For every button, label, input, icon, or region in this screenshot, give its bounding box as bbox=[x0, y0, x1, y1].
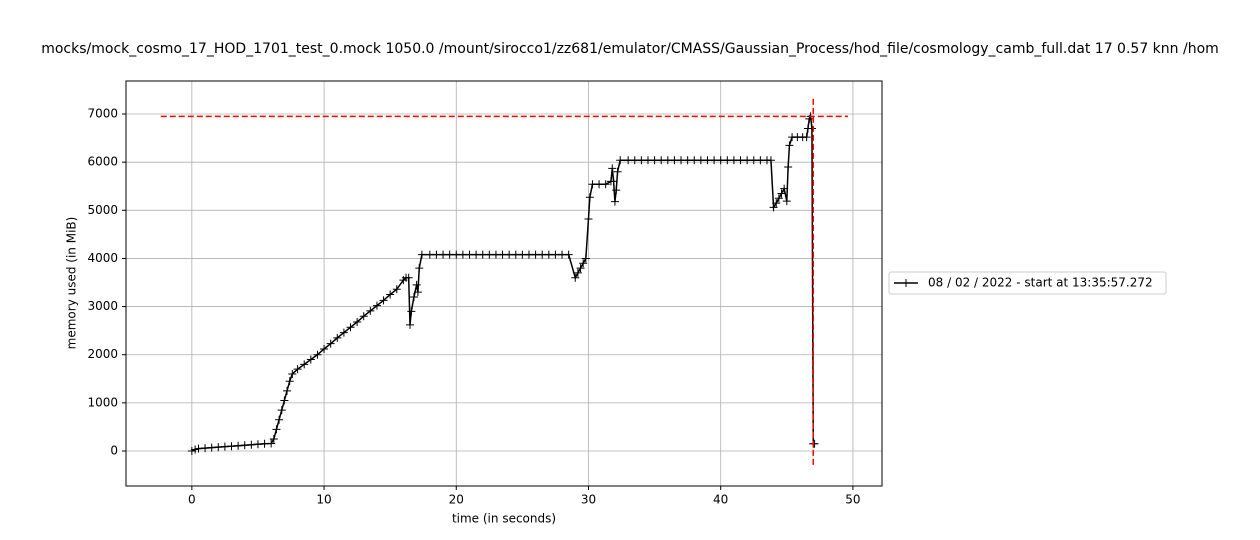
x-tick-label: 0 bbox=[188, 493, 196, 507]
point-marker bbox=[372, 301, 381, 310]
point-marker bbox=[191, 445, 200, 454]
point-marker bbox=[616, 156, 625, 165]
point-marker bbox=[585, 193, 594, 202]
point-marker bbox=[326, 339, 335, 348]
point-marker bbox=[283, 386, 292, 395]
chart-title: mocks/mock_cosmo_17_HOD_1701_test_0.mock… bbox=[41, 41, 1219, 57]
point-marker bbox=[774, 194, 783, 203]
plot-frame bbox=[125, 80, 883, 487]
y-tick-label: 5000 bbox=[87, 203, 118, 217]
legend-box bbox=[888, 271, 1167, 295]
point-marker bbox=[320, 344, 329, 353]
point-marker bbox=[339, 328, 348, 337]
point-marker bbox=[333, 333, 342, 342]
point-marker bbox=[571, 273, 580, 282]
point-marker bbox=[306, 355, 315, 364]
point-marker bbox=[366, 306, 375, 315]
point-marker bbox=[379, 296, 388, 305]
x-axis-label: time (in seconds) bbox=[452, 512, 556, 526]
point-marker bbox=[353, 317, 362, 326]
y-axis-label: memory used (in MiB) bbox=[65, 217, 79, 350]
point-marker bbox=[610, 197, 619, 206]
point-marker bbox=[285, 377, 294, 386]
point-marker bbox=[782, 197, 791, 206]
point-marker bbox=[608, 164, 617, 173]
point-marker bbox=[769, 203, 778, 212]
point-marker bbox=[613, 167, 622, 176]
point-marker bbox=[272, 425, 281, 434]
x-tick-label: 30 bbox=[581, 493, 596, 507]
point-marker bbox=[581, 254, 590, 263]
y-tick-label: 0 bbox=[110, 444, 118, 458]
y-tick-label: 7000 bbox=[87, 107, 118, 121]
point-marker bbox=[780, 184, 789, 193]
point-marker bbox=[359, 312, 368, 321]
point-marker bbox=[601, 180, 610, 189]
y-tick-label: 1000 bbox=[87, 395, 118, 409]
legend-marker bbox=[902, 279, 910, 287]
point-marker bbox=[386, 290, 395, 299]
point-marker bbox=[346, 323, 355, 332]
y-tick-label: 3000 bbox=[87, 299, 118, 313]
point-marker bbox=[313, 350, 322, 359]
point-marker bbox=[293, 365, 302, 374]
point-marker bbox=[415, 264, 424, 273]
point-marker bbox=[409, 292, 418, 301]
y-tick-label: 4000 bbox=[87, 251, 118, 265]
point-marker bbox=[609, 177, 618, 186]
point-marker bbox=[417, 250, 426, 259]
point-marker bbox=[413, 288, 422, 297]
y-tick-label: 6000 bbox=[87, 155, 118, 169]
point-marker bbox=[392, 285, 401, 294]
point-marker bbox=[573, 268, 582, 277]
point-marker bbox=[269, 434, 278, 443]
legend-label: 08 / 02 / 2022 - start at 13:35:57.272 bbox=[928, 276, 1153, 290]
point-marker bbox=[288, 369, 297, 378]
point-marker bbox=[277, 406, 286, 415]
x-tick-label: 10 bbox=[316, 493, 331, 507]
point-marker bbox=[784, 162, 793, 171]
point-marker bbox=[584, 214, 593, 223]
point-marker bbox=[412, 280, 421, 289]
point-marker bbox=[807, 124, 816, 133]
point-marker bbox=[280, 396, 289, 405]
point-marker bbox=[564, 250, 573, 259]
point-marker bbox=[267, 439, 276, 448]
point-marker bbox=[187, 447, 196, 456]
point-marker bbox=[766, 156, 775, 165]
point-marker bbox=[404, 273, 413, 282]
point-marker bbox=[802, 133, 811, 142]
point-marker bbox=[405, 320, 414, 329]
x-tick-label: 50 bbox=[845, 493, 860, 507]
point-marker bbox=[777, 189, 786, 198]
y-tick-label: 2000 bbox=[87, 347, 118, 361]
x-tick-label: 20 bbox=[449, 493, 464, 507]
point-marker bbox=[772, 199, 781, 208]
point-marker bbox=[576, 264, 585, 273]
point-marker bbox=[785, 141, 794, 150]
point-marker bbox=[275, 415, 284, 424]
x-tick-label: 40 bbox=[713, 493, 728, 507]
point-marker bbox=[612, 186, 621, 195]
point-marker bbox=[300, 360, 309, 369]
point-marker bbox=[579, 259, 588, 268]
point-marker bbox=[810, 439, 819, 448]
point-marker bbox=[407, 307, 416, 316]
